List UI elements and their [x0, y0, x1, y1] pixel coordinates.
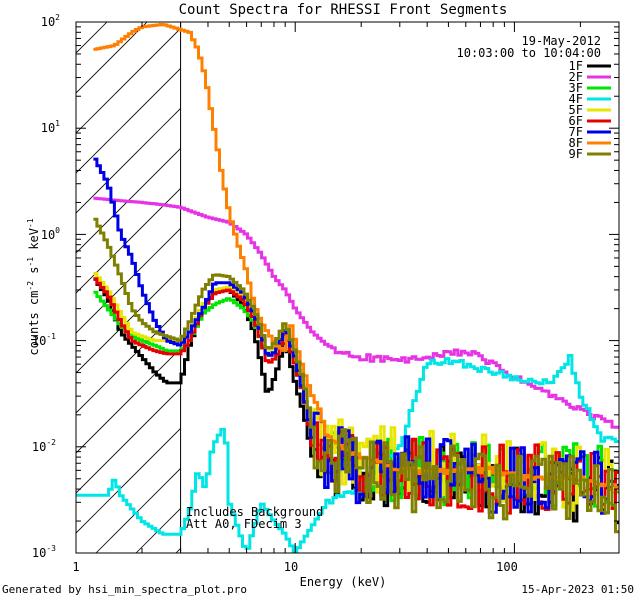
y-tick-label: 10-1	[32, 332, 56, 348]
y-axis-label: counts cm-2 s-1 keV-1	[26, 218, 41, 355]
legend-label: 5F	[569, 103, 583, 117]
plot-frame	[75, 21, 620, 554]
series-8F	[93, 23, 619, 491]
y-tick-labels: 10-3 10-2 10-1 100 101 102	[32, 13, 60, 560]
hatch-line	[76, 27, 181, 134]
hatch-line	[76, 187, 181, 294]
legend-label: 4F	[569, 92, 583, 106]
legend-label: 7F	[569, 125, 583, 139]
y-tick-label: 101	[41, 119, 60, 135]
series-layer	[76, 23, 619, 553]
x-tick-label: 1	[72, 560, 79, 574]
x-tick-label: 100	[496, 560, 518, 574]
legend-label: 3F	[569, 81, 583, 95]
hatch-line	[76, 387, 181, 494]
x-axis-label: Energy (keV)	[300, 575, 387, 589]
time-range: 10:03:00 to 10:04:00	[457, 46, 602, 60]
hatch-line	[76, 22, 148, 94]
y-tick-label: 10-2	[32, 438, 56, 454]
y-tick-label: 102	[41, 13, 60, 29]
hatch-line	[76, 147, 181, 254]
generated-by: Generated by hsi_min_spectra_plot.pro	[2, 583, 248, 596]
annotation-attenuator: Att A0, FDecim 3	[186, 517, 302, 531]
hatch-line	[76, 67, 181, 174]
footer-timestamp: 15-Apr-2023 01:50	[521, 583, 634, 596]
legend-label: 8F	[569, 136, 583, 150]
legend-label: 9F	[569, 147, 583, 161]
chart-title: Count Spectra for RHESSI Front Segments	[179, 2, 508, 18]
x-tick-labels: 1 10 100	[72, 560, 517, 574]
legend-label: 6F	[569, 114, 583, 128]
hatch-line	[0, 13, 76, 553]
observation-date: 19-May-2012	[522, 34, 601, 48]
axis-layer	[75, 21, 620, 554]
legend-label: 2F	[569, 70, 583, 84]
y-tick-label: 100	[41, 226, 60, 242]
hatch-line	[76, 267, 181, 374]
y-tick-label: 10-3	[32, 544, 56, 560]
annotation-background: Includes Background	[186, 505, 323, 519]
series-2F	[93, 196, 619, 429]
x-tick-label: 10	[284, 560, 298, 574]
hatch-line	[76, 427, 181, 534]
legend-label: 1F	[569, 59, 583, 73]
series-9F	[93, 217, 619, 534]
